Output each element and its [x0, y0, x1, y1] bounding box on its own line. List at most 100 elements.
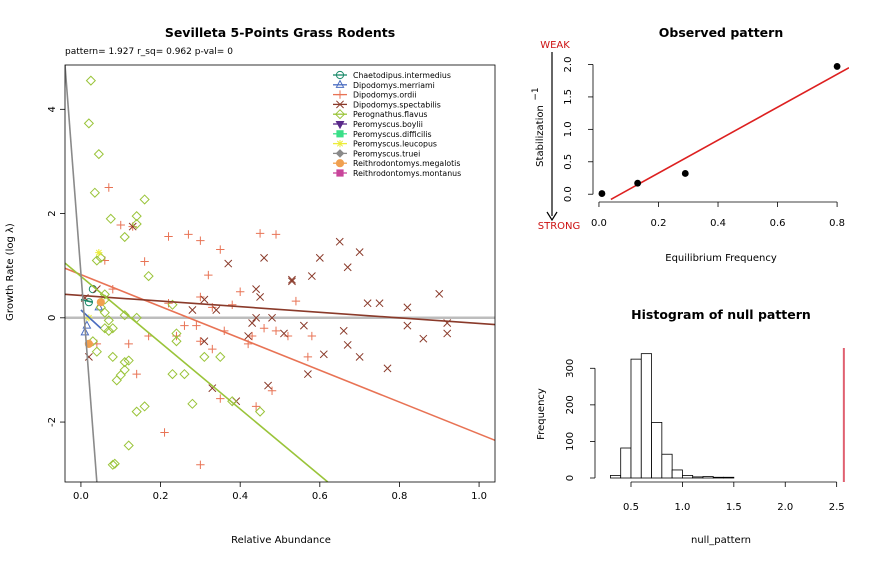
data-point [319, 350, 328, 359]
observed-x-tick-label: 0.0 [591, 218, 607, 229]
data-point [200, 295, 209, 304]
histogram-bar [712, 476, 724, 479]
data-point [143, 270, 154, 282]
data-point [208, 344, 217, 354]
data-point [224, 259, 233, 268]
data-point [179, 368, 190, 380]
data-point [259, 324, 269, 333]
observed-y-axis-superscript: −1 [531, 87, 541, 100]
observed-point [681, 170, 689, 177]
legend-entry: Dipodomys.merriami [353, 81, 435, 90]
data-point [283, 331, 293, 341]
data-point [403, 321, 412, 330]
legend-entry: Reithrodontomys.montanus [353, 169, 461, 178]
histogram-x-tick-label: 0.5 [623, 502, 639, 513]
y-tick-label: 0 [47, 315, 58, 321]
data-point [85, 75, 96, 86]
main-x-axis-label: Relative Abundance [231, 535, 331, 546]
y-tick-label: -2 [47, 417, 58, 427]
data-point [131, 406, 142, 417]
observed-y-axis-label: Stabilization [535, 105, 546, 167]
legend-entry: Dipodomys.spectabilis [353, 100, 441, 109]
legend-marker [335, 149, 345, 158]
data-point [164, 232, 173, 241]
observed-fit-line [610, 67, 849, 201]
histogram-bar [620, 447, 632, 479]
histogram-bar [610, 475, 622, 479]
data-point [315, 253, 324, 262]
observed-x-tick-label: 0.6 [770, 218, 786, 229]
legend-entry: Peromyscus.truei [353, 149, 420, 158]
data-point [160, 428, 169, 437]
data-point [140, 257, 149, 266]
data-point [252, 313, 261, 322]
legend-marker-disc [335, 159, 345, 168]
data-point [96, 298, 105, 307]
legend-entry: Peromyscus.difficilis [353, 130, 432, 139]
observed-y-tick-label: 1.5 [563, 89, 574, 105]
data-point [287, 275, 296, 284]
data-point [119, 357, 130, 368]
data-point [335, 237, 344, 246]
data-point [83, 118, 94, 129]
histogram-y-tick-label: 100 [565, 432, 576, 451]
data-point [119, 310, 130, 321]
data-point [116, 220, 125, 230]
histogram-y-tick-label: 300 [565, 359, 576, 378]
observed-x-tick-label: 0.4 [710, 218, 726, 229]
data-point [99, 323, 110, 334]
observed-y-tick-label: 1.0 [563, 121, 574, 137]
observed-y-tick-label: 0.0 [563, 186, 574, 202]
data-point [91, 255, 102, 266]
main-plot-frame [64, 64, 496, 483]
data-point [139, 401, 150, 412]
data-point [247, 331, 257, 341]
fit-line-dipodomys-ordii [65, 267, 495, 442]
legend-marker-box [336, 169, 344, 177]
data-point [339, 326, 348, 335]
data-point [107, 323, 118, 334]
x-tick-label: 0.8 [391, 491, 407, 502]
data-point [171, 328, 182, 339]
data-point [139, 194, 150, 205]
data-point [254, 406, 266, 417]
data-point-disc [96, 298, 105, 307]
data-point [188, 306, 197, 314]
histogram-bar [661, 453, 673, 479]
data-point [123, 440, 134, 451]
data-point [93, 149, 104, 160]
data-point [244, 332, 253, 341]
data-point [111, 375, 122, 386]
data-point [164, 299, 173, 308]
x-tick-label: 0.2 [153, 491, 169, 502]
histogram-chart-title: Histogram of null pattern [631, 307, 811, 322]
legend-marker [335, 79, 345, 88]
legend-entry: Chaetodipus.intermedius [353, 71, 451, 80]
data-point [303, 370, 312, 379]
histogram-x-axis-label: null_pattern [691, 535, 751, 546]
data-point [216, 245, 225, 254]
data-point [107, 459, 118, 470]
data-point [196, 460, 205, 469]
fit-line-peromyscus-truei [65, 65, 98, 482]
data-point [95, 249, 103, 257]
data-point [199, 351, 210, 363]
legend-entry: Perognathus.flavus [353, 110, 427, 119]
data-point [167, 299, 178, 310]
y-tick-label: 4 [47, 106, 58, 112]
observed-chart-title: Observed pattern [659, 25, 783, 40]
data-point [104, 183, 113, 192]
data-point [216, 394, 225, 403]
data-point [443, 329, 452, 338]
legend-entry: Peromyscus.boylii [353, 120, 423, 129]
data-point [132, 369, 141, 379]
main-chart-title: Sevilleta 5-Points Grass Rodents [165, 25, 395, 40]
histogram-y-tick-label: 200 [565, 395, 576, 414]
observed-y-tick-label: 0.5 [563, 154, 574, 170]
data-point [171, 336, 182, 347]
legend-marker [335, 120, 345, 130]
histogram-x-tick-label: 2.0 [777, 502, 793, 513]
histogram-bar [630, 358, 642, 479]
main-plot-area: 0.0 0.2 0.4 0.6 0.8 1.0 -2 0 2 4 [47, 64, 496, 502]
legend-entry: Peromyscus.leucopus [353, 140, 437, 149]
